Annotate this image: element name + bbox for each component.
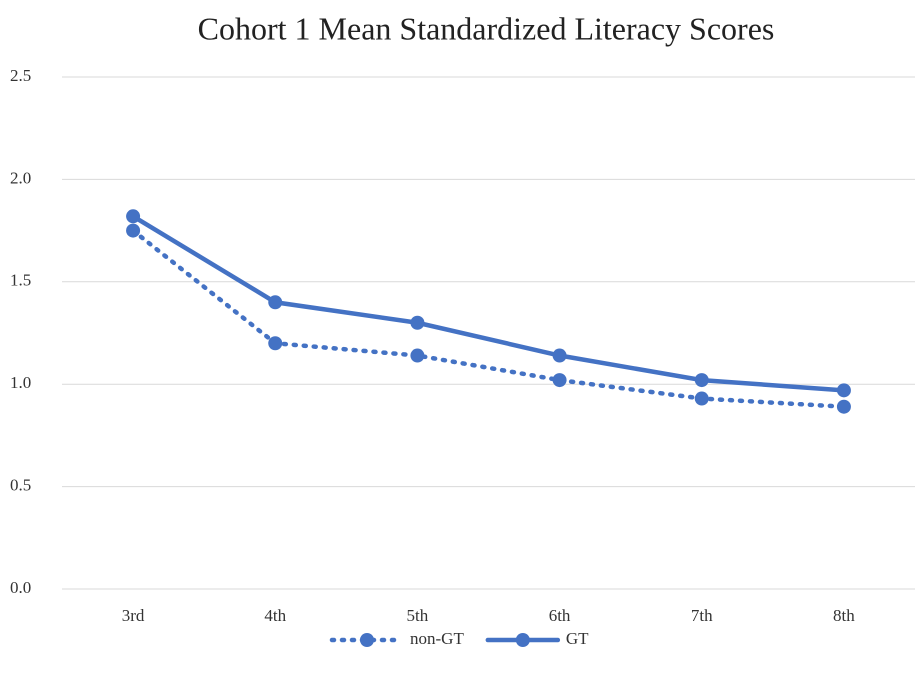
data-point (836, 399, 851, 414)
legend-marker (360, 633, 374, 647)
y-tick-label: 0.5 (10, 476, 31, 495)
data-point (552, 348, 567, 363)
x-tick-label: 4th (264, 606, 286, 625)
data-point (694, 391, 709, 406)
series-line (130, 228, 847, 409)
data-point (126, 223, 141, 238)
data-point (836, 383, 851, 398)
y-tick-label: 2.0 (10, 168, 31, 187)
data-point (694, 373, 709, 388)
x-tick-label: 5th (407, 606, 429, 625)
x-tick-label: 8th (833, 606, 855, 625)
data-point (268, 295, 283, 310)
legend-marker (515, 633, 530, 647)
data-point (410, 315, 425, 330)
y-tick-label: 1.0 (10, 373, 31, 392)
x-tick-label: 7th (691, 606, 713, 625)
x-tick-label: 6th (549, 606, 571, 625)
data-point (552, 373, 567, 388)
y-tick-label: 2.5 (10, 66, 31, 85)
legend-label: GT (566, 629, 589, 648)
data-point (268, 336, 283, 351)
x-tick-label: 3rd (122, 606, 145, 625)
legend-label: non-GT (410, 629, 464, 648)
data-point (126, 209, 141, 224)
y-tick-label: 1.5 (10, 271, 31, 290)
data-point (410, 348, 425, 363)
series-line (130, 214, 847, 393)
y-tick-label: 0.0 (10, 578, 31, 597)
chart-title: Cohort 1 Mean Standardized Literacy Scor… (198, 10, 775, 46)
